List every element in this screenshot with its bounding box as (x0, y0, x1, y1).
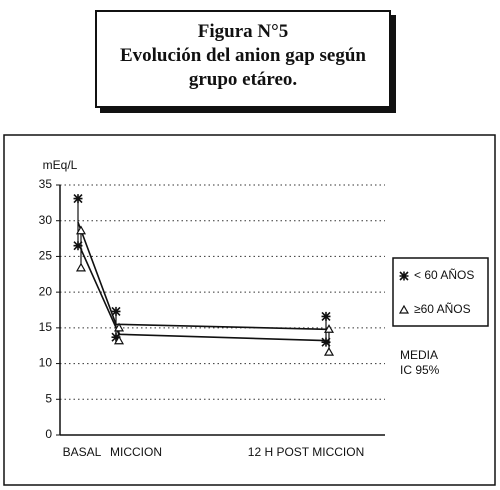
error-cap-upper (111, 306, 121, 316)
x-tick-label: MICCION (110, 445, 162, 459)
y-tick-label: 25 (39, 249, 53, 263)
y-tick-label: 15 (39, 320, 53, 334)
error-cap-upper (323, 324, 335, 333)
legend-label: < 60 AÑOS (414, 268, 474, 282)
legend-marker (398, 304, 410, 314)
error-cap-upper (113, 322, 125, 332)
y-tick-label: 10 (39, 356, 53, 370)
frame (3, 134, 496, 486)
legend-label: ≥60 AÑOS (414, 302, 471, 316)
y-axis-label: mEq/L (43, 158, 78, 172)
annotation: IC 95% (400, 363, 440, 377)
y-tick-label: 20 (39, 284, 53, 298)
error-cap-lower (111, 332, 121, 342)
y-tick-label: 5 (45, 391, 52, 405)
error-cap-upper (75, 225, 87, 235)
chart-title: Figura N°5 (197, 21, 289, 42)
x-tick-label: 12 H POST MICCION (248, 445, 364, 459)
error-cap-upper (321, 311, 331, 321)
error-cap-lower (113, 335, 125, 345)
error-cap-upper (73, 194, 83, 204)
error-cap-lower (323, 346, 335, 356)
title-box: Figura N°5 Evolución del anion gap según… (95, 10, 391, 108)
error-cap-lower (75, 262, 87, 272)
y-tick-label: 35 (39, 177, 53, 191)
error-cap-lower (73, 241, 83, 251)
x-tick-label: BASAL (63, 445, 102, 459)
error-cap-lower (321, 337, 331, 347)
annotation: MEDIA (400, 348, 438, 362)
legend-marker (399, 271, 409, 281)
y-tick-label: 0 (45, 427, 52, 441)
legend-box (392, 257, 489, 327)
y-tick-label: 30 (39, 213, 53, 227)
chart-subtitle: Evolución del anion gap según grupo etár… (119, 45, 367, 90)
